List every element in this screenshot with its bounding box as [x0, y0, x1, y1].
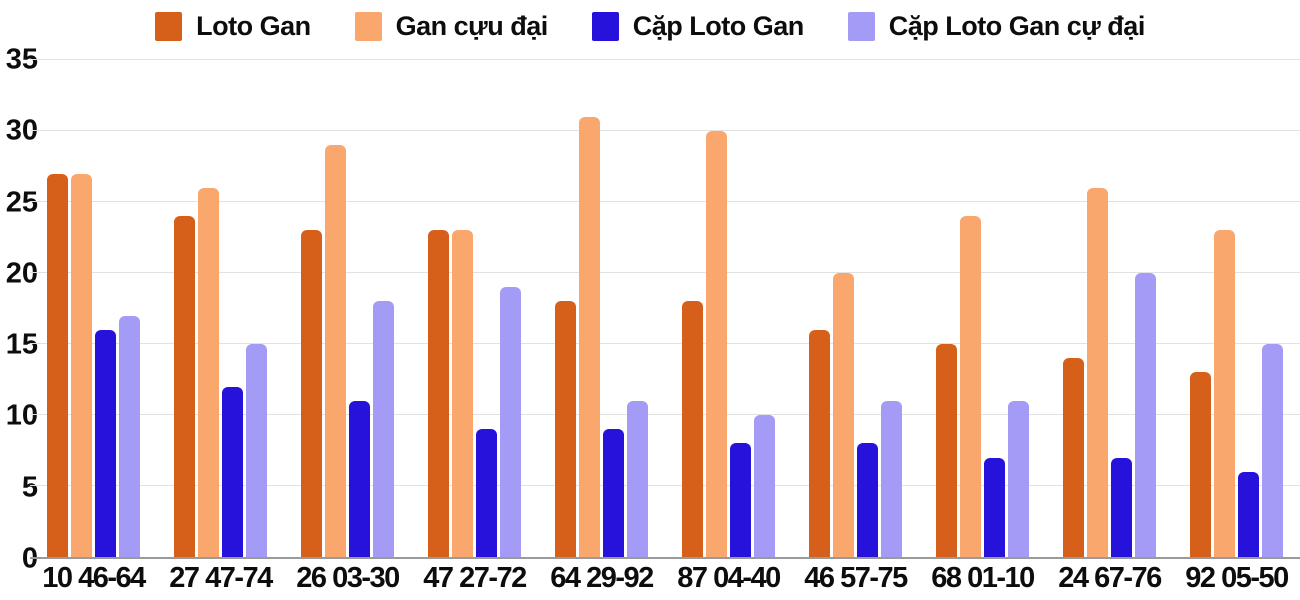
bar-2-of-group-7: [833, 273, 854, 557]
x-tick-label: 87 04-40: [677, 562, 781, 594]
x-tick-label: 27 47-74: [169, 562, 273, 594]
legend-item-2[interactable]: Gan cựu đại: [354, 10, 549, 42]
bar-3-of-group-10: [1238, 471, 1259, 557]
bar-3-of-group-8: [984, 457, 1005, 557]
x-tick-label: 68 01-10: [931, 562, 1035, 594]
bar-group-6: [665, 60, 792, 557]
bar-4-of-group-1: [119, 315, 140, 557]
bar-group-1: [30, 60, 157, 557]
y-tick-label: 5: [21, 471, 38, 504]
bar-2-of-group-9: [1087, 187, 1108, 557]
x-tick-label: 10 46-64: [42, 562, 146, 594]
legend-label: Gan cựu đại: [395, 10, 549, 41]
gridline: [30, 343, 1300, 344]
bar-1-of-group-4: [428, 230, 449, 557]
bar-1-of-group-1: [47, 173, 68, 557]
bar-3-of-group-7: [857, 443, 878, 557]
legend-label: Cặp Loto Gan cự đại: [888, 10, 1146, 41]
bar-2-of-group-4: [452, 230, 473, 557]
bar-3-of-group-3: [349, 400, 370, 557]
legend-swatch-icon: [847, 11, 875, 41]
bar-1-of-group-2: [174, 216, 195, 557]
bar-1-of-group-3: [301, 230, 322, 557]
legend-swatch-icon: [155, 11, 183, 41]
bar-group-7: [792, 60, 919, 557]
gridline: [30, 414, 1300, 415]
bar-2-of-group-6: [706, 131, 727, 557]
bar-3-of-group-6: [730, 443, 751, 557]
bar-3-of-group-5: [603, 429, 624, 557]
gridline: [30, 59, 1300, 60]
y-tick-label: 25: [5, 186, 38, 219]
y-tick-label: 0: [21, 542, 38, 575]
legend-item-3[interactable]: Cặp Loto Gan: [591, 10, 805, 42]
bar-4-of-group-2: [246, 344, 267, 557]
legend-item-1[interactable]: Loto Gan: [155, 10, 311, 42]
bar-4-of-group-7: [881, 400, 902, 557]
bar-group-4: [411, 60, 538, 557]
bar-3-of-group-9: [1111, 457, 1132, 557]
gridline: [30, 272, 1300, 273]
x-axis-labels: 10 46-64 27 47-74 26 03-30 47 27-72 64 29-92…: [30, 564, 1300, 593]
x-tick-label: 24 67-76: [1058, 562, 1162, 594]
y-tick-label: 15: [5, 328, 38, 361]
gridline: [30, 485, 1300, 486]
bar-group-3: [284, 60, 411, 557]
bar-group-10: [1173, 60, 1300, 557]
bar-1-of-group-8: [936, 344, 957, 557]
bar-3-of-group-4: [476, 429, 497, 557]
bar-1-of-group-5: [555, 301, 576, 557]
legend-swatch-icon: [354, 11, 382, 41]
x-tick-label: 47 27-72: [423, 562, 527, 594]
bar-4-of-group-6: [754, 415, 775, 557]
bar-2-of-group-10: [1214, 230, 1235, 557]
bar-group-8: [919, 60, 1046, 557]
y-tick-label: 10: [5, 399, 38, 432]
bar-2-of-group-1: [71, 173, 92, 557]
bar-3-of-group-1: [95, 329, 116, 557]
bar-group-5: [538, 60, 665, 557]
legend-swatch-icon: [591, 11, 619, 41]
bar-4-of-group-3: [373, 301, 394, 557]
bar-4-of-group-9: [1135, 273, 1156, 557]
bar-2-of-group-2: [198, 187, 219, 557]
legend-label: Cặp Loto Gan: [632, 10, 805, 41]
bar-4-of-group-4: [500, 287, 521, 557]
plot-area: [30, 59, 1300, 559]
bar-4-of-group-8: [1008, 400, 1029, 557]
bar-1-of-group-6: [682, 301, 703, 557]
bar-2-of-group-3: [325, 145, 346, 557]
bar-4-of-group-5: [627, 400, 648, 557]
bar-3-of-group-2: [222, 386, 243, 557]
y-tick-label: 20: [5, 257, 38, 290]
y-axis-labels: 0 5 10 15 20 25 30 35: [0, 45, 38, 573]
bar-group-9: [1046, 60, 1173, 557]
bar-2-of-group-8: [960, 216, 981, 557]
bar-1-of-group-9: [1063, 358, 1084, 557]
legend-item-4[interactable]: Cặp Loto Gan cự đại: [847, 10, 1146, 42]
bar-1-of-group-10: [1190, 372, 1211, 557]
x-tick-label: 64 29-92: [550, 562, 654, 594]
bar-group-2: [157, 60, 284, 557]
bar-1-of-group-7: [809, 329, 830, 557]
gridline: [30, 130, 1300, 131]
chart-legend: Loto Gan Gan cựu đại Cặp Loto Gan Cặp Loto …: [0, 6, 1300, 46]
x-tick-label: 26 03-30: [296, 562, 400, 594]
bar-2-of-group-5: [579, 116, 600, 557]
bar-4-of-group-10: [1262, 344, 1283, 557]
legend-label: Loto Gan: [196, 10, 311, 41]
x-tick-label: 46 57-75: [804, 562, 908, 594]
gridline: [30, 201, 1300, 202]
x-tick-label: 92 05-50: [1185, 562, 1289, 594]
